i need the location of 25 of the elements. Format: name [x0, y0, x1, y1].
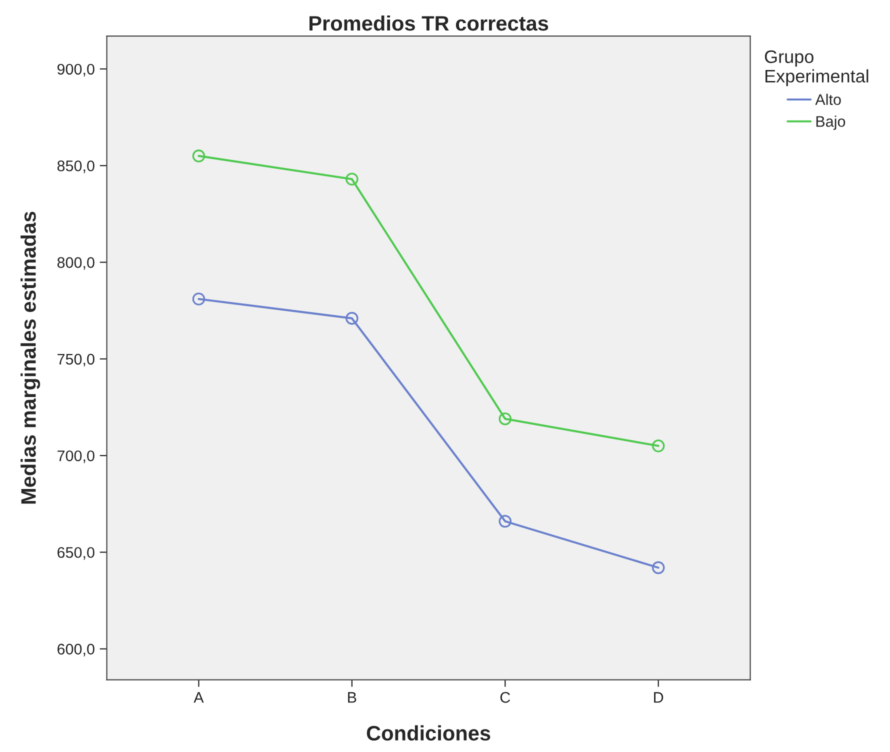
point [498, 514, 512, 528]
x-tick-label: D [654, 692, 664, 703]
y-tick-label: 650,0 [58, 547, 94, 560]
point [652, 440, 665, 452]
x-axis-title: Condiciones [366, 725, 490, 741]
legend-label: Alto [815, 94, 841, 105]
x-tick-label: B [348, 692, 356, 703]
y-tick-label: 850,0 [57, 160, 94, 174]
point [498, 412, 512, 426]
y-axis-title: Medias marginales estimadas [20, 212, 40, 504]
legend-label: Bajo [816, 116, 846, 130]
chart-title: Promedios TR correctas [310, 15, 548, 31]
y-tick-label: 750,0 [58, 354, 94, 366]
legend-title: Grupo Experimental [764, 50, 868, 86]
point [192, 292, 206, 306]
point [346, 312, 358, 325]
point [346, 172, 358, 186]
x-tick-label: A [194, 692, 204, 703]
x-tick-label: C [500, 692, 510, 703]
y-tick-label: 600,0 [58, 644, 94, 656]
point [652, 561, 665, 574]
y-tick-label: 800,0 [57, 257, 94, 270]
y-tick-label: 700,0 [58, 450, 94, 464]
y-tick-label: 900,0 [57, 64, 94, 76]
point [192, 150, 206, 162]
